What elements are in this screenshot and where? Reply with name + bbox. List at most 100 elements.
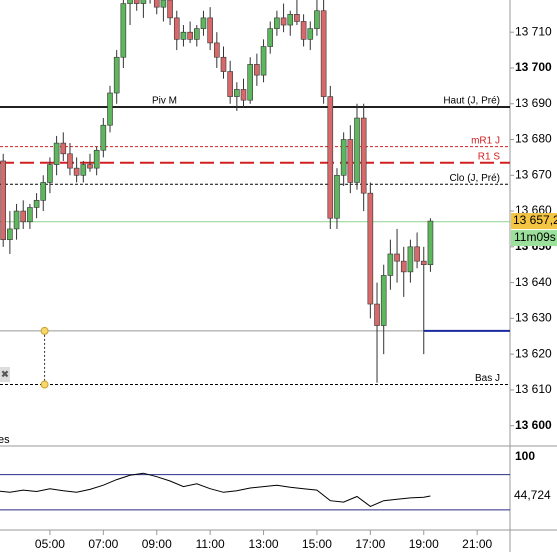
level-label: Clo (J, Pré): [449, 173, 500, 184]
candle-body: [153, 0, 160, 8]
candle-body: [287, 14, 294, 26]
marker-point: [40, 380, 49, 389]
close-icon[interactable]: ✖: [1, 370, 9, 381]
candle-body: [107, 92, 113, 126]
candle-body: [193, 28, 200, 40]
candle-body: [200, 17, 207, 29]
candle-body: [267, 28, 274, 47]
candle-body: [220, 56, 227, 72]
timer-box: [511, 230, 557, 247]
current-price-box: [511, 213, 557, 230]
candle-body: [300, 21, 307, 40]
x-tick-label: 21:00: [462, 537, 492, 551]
x-tick-label: 05:00: [35, 537, 65, 551]
candle-body: [140, 0, 147, 4]
candle-body: [427, 220, 434, 266]
candle-body: [207, 17, 213, 44]
candle-body: [260, 46, 267, 76]
candle-body: [367, 192, 374, 305]
candle-body: [180, 31, 187, 40]
candle-body: [0, 160, 7, 240]
level-label: R1 S: [478, 151, 501, 162]
x-tick-label: 13:00: [249, 537, 279, 551]
candle-body: [93, 149, 100, 169]
candle-body: [27, 207, 33, 223]
x-tick-label: 11:00: [196, 537, 225, 551]
candle-body: [53, 142, 60, 165]
x-tick-label: 07:00: [88, 537, 118, 551]
y-tick-label: 13 630: [515, 311, 552, 325]
y-tick-label: 13 620: [515, 346, 552, 360]
indicator-value: 44,724: [514, 488, 551, 502]
x-tick-label: 17:00: [355, 537, 385, 551]
y-tick-label: 100: [515, 449, 535, 463]
candle-body: [80, 164, 87, 176]
candle-body: [247, 64, 253, 101]
candle-body: [327, 96, 334, 219]
level-label: mR1 J: [471, 135, 500, 146]
candle-body: [113, 56, 120, 94]
candle-body: [394, 253, 400, 262]
candle-body: [340, 139, 347, 176]
candle-body: [214, 42, 220, 58]
candle-body: [400, 260, 407, 273]
candle-body: [73, 167, 80, 176]
candle-body: [87, 164, 93, 169]
candle-body: [227, 71, 233, 97]
candle-body: [407, 246, 414, 273]
candle-body: [354, 117, 360, 183]
close-button[interactable]: [0, 367, 10, 382]
y-tick-label: 13 670: [515, 167, 552, 181]
candle-body: [294, 14, 300, 22]
x-tick-label: 09:00: [142, 537, 172, 551]
level-label: Haut (J, Pré): [443, 96, 500, 107]
x-tick-label: 15:00: [302, 537, 332, 551]
candle-body: [7, 228, 13, 240]
candle-body: [334, 174, 340, 219]
y-tick-label: 13 700: [515, 60, 552, 74]
candle-body: [167, 0, 173, 19]
candle-body: [360, 117, 367, 194]
x-tick-label: 19:00: [409, 537, 439, 551]
candle-body: [13, 210, 20, 230]
candle-body: [347, 139, 354, 183]
candle-body: [234, 89, 240, 97]
marker-point: [40, 326, 49, 335]
candle-body: [254, 64, 260, 76]
y-tick-label: 13 710: [515, 24, 552, 38]
timer-label: 11m09s: [514, 230, 556, 244]
level-label: Piv M: [152, 96, 177, 107]
candle-body: [420, 260, 427, 266]
candle-body: [60, 142, 67, 155]
candle-body: [100, 124, 107, 151]
candle-body: [33, 200, 40, 208]
y-tick-label: 13 600: [515, 418, 552, 432]
price-panel: Haut (J, Pré) Piv M mR1 J R1 S Clo (J, Pré) B…: [0, 0, 510, 389]
candle-body: [314, 10, 320, 29]
level-label: Bas J: [475, 373, 500, 384]
candle-body: [20, 210, 27, 223]
candle-body: [40, 182, 47, 201]
candle-body: [414, 246, 420, 262]
candle-body: [374, 303, 380, 326]
panel-label: es: [0, 434, 10, 446]
candle-body: [173, 17, 180, 40]
candle-body: [280, 17, 287, 26]
indicator-line: [0, 472, 431, 507]
candle-body: [47, 164, 53, 183]
candle-body: [133, 0, 140, 4]
current-price-label: 13 657,2: [513, 213, 557, 227]
y-tick-label: 13 690: [515, 96, 552, 110]
y-tick-label: 13 610: [515, 382, 552, 396]
candle-body: [307, 28, 314, 40]
candle-body: [274, 17, 280, 29]
candle-body: [240, 89, 247, 101]
candle-body: [387, 253, 394, 276]
y-tick-label: 13 640: [515, 275, 552, 289]
candle-body: [187, 31, 193, 40]
candle-body: [127, 0, 133, 4]
candle-body: [67, 153, 73, 169]
